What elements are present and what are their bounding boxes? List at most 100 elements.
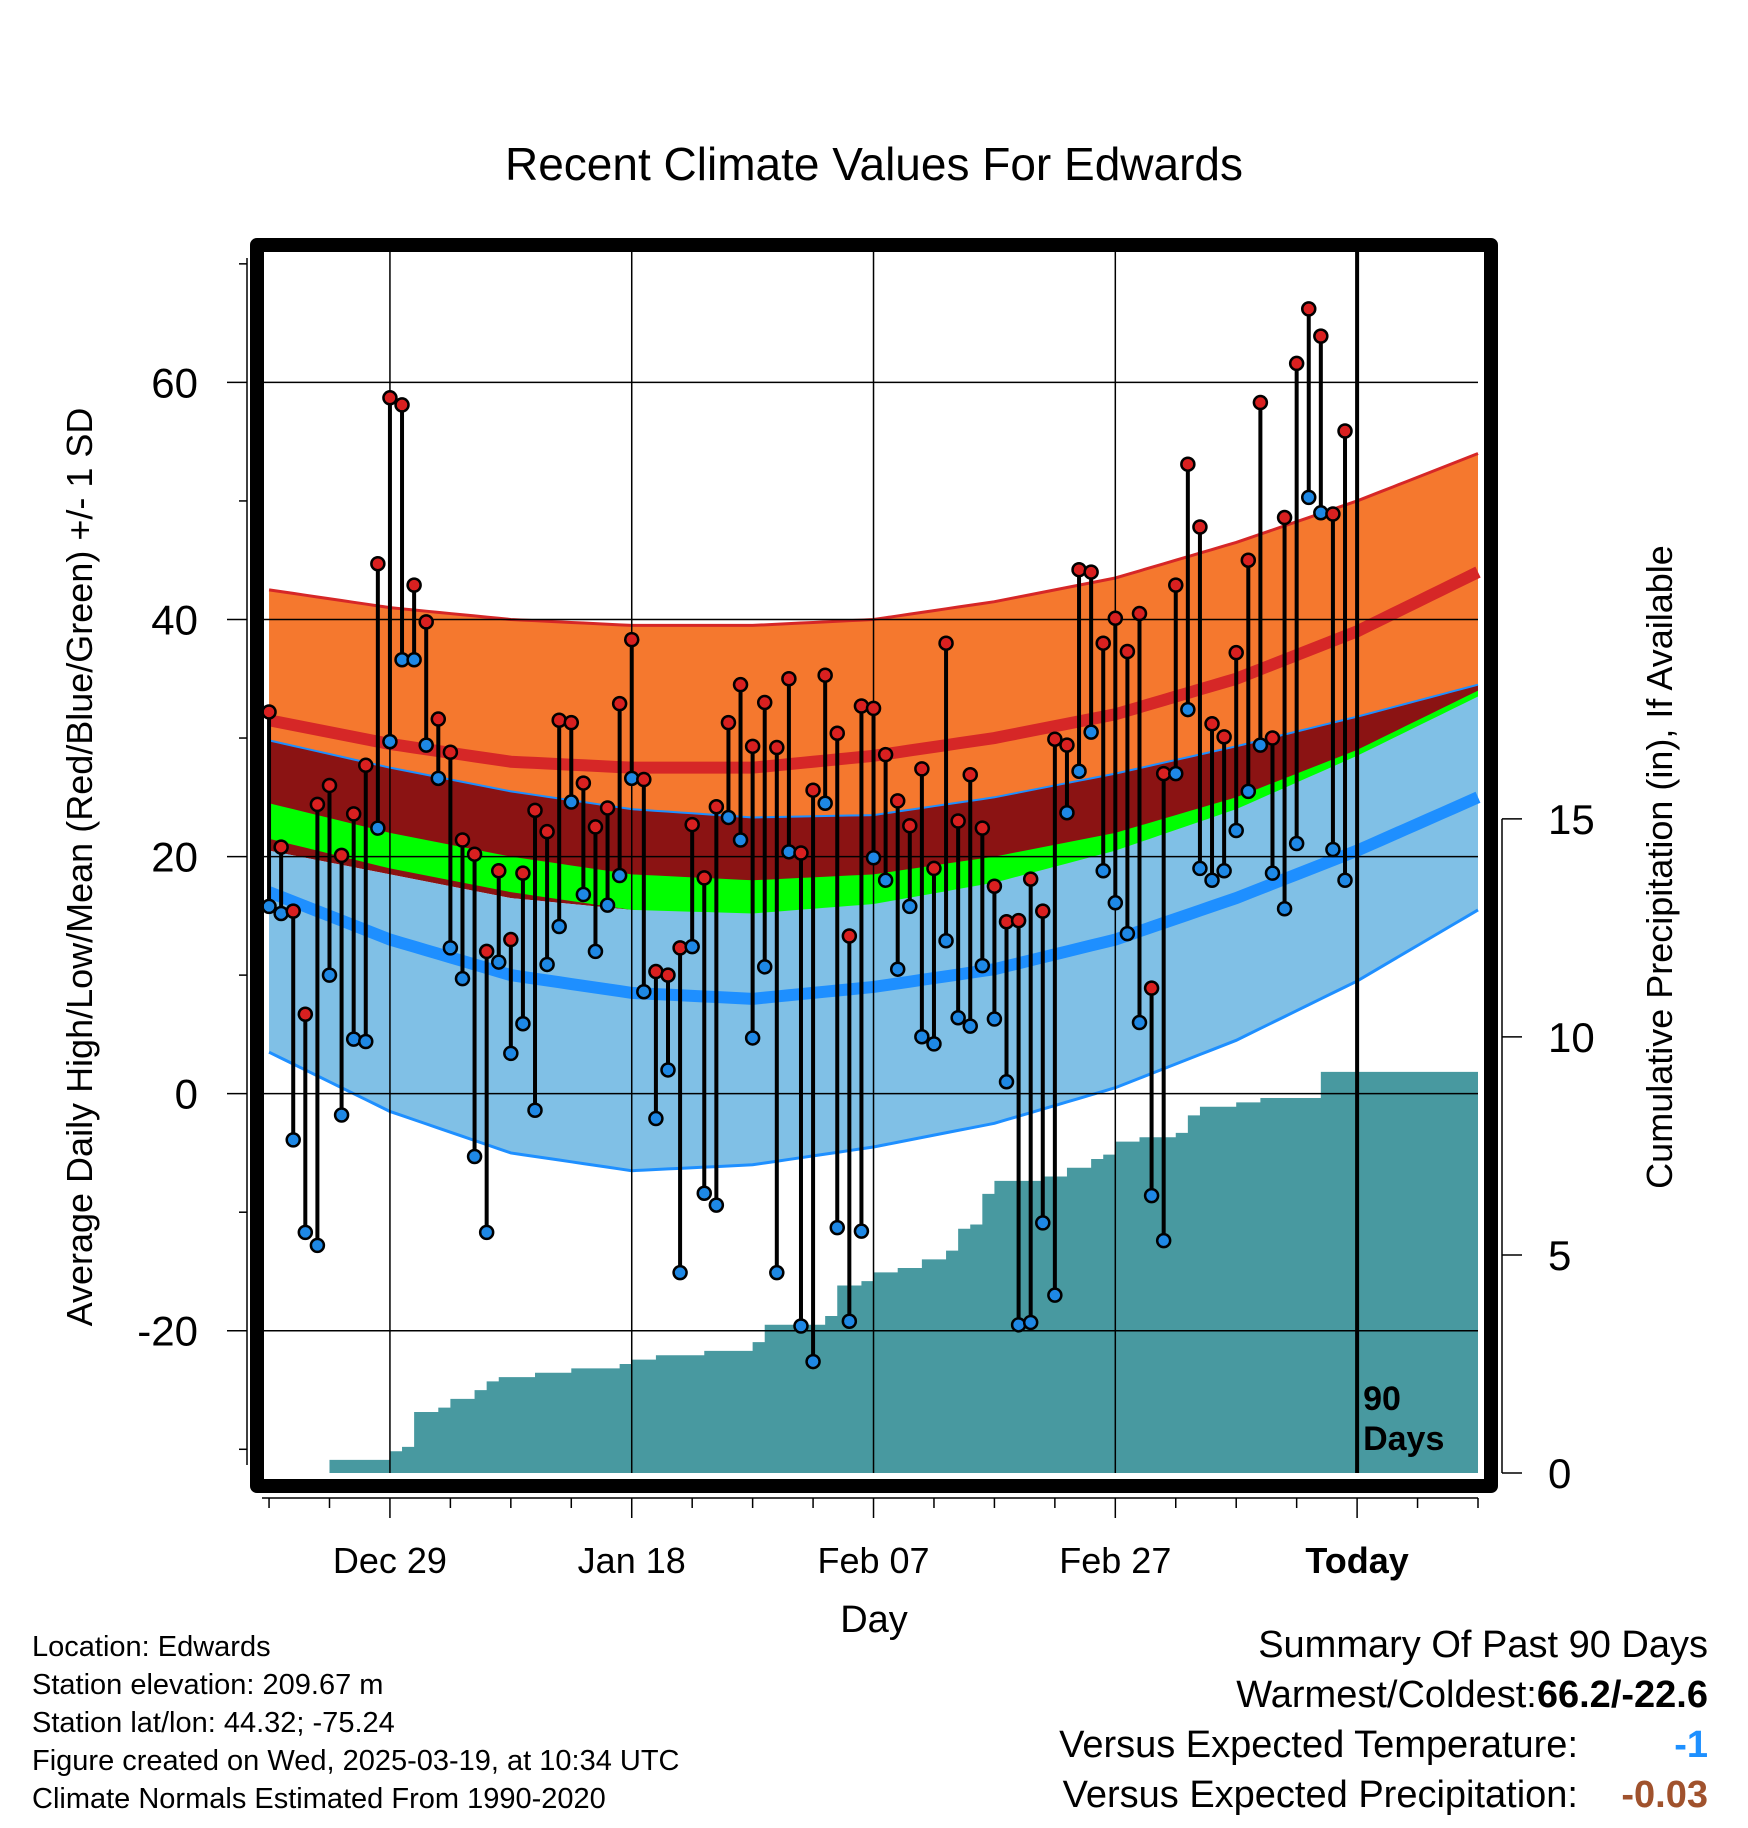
obs-high-42 xyxy=(769,739,785,756)
obs-low-24 xyxy=(551,918,567,935)
obs-high-88 xyxy=(1325,506,1341,522)
obs-low-63 xyxy=(1022,1314,1039,1331)
obs-low-21 xyxy=(515,1015,531,1032)
obs-high-35 xyxy=(684,816,700,833)
obs-low-9 xyxy=(370,820,386,836)
obs-low-54 xyxy=(914,1029,930,1045)
summary-temp-row: Versus Expected Temperature: -1 xyxy=(1059,1720,1708,1770)
y-tick-label-right-0: 0 xyxy=(1548,1450,1571,1497)
info-latlon: Station lat/lon: 44.32; -75.24 xyxy=(32,1707,395,1739)
obs-low-48 xyxy=(841,1313,858,1330)
obs-high-23 xyxy=(539,823,555,840)
obs-low-83 xyxy=(1264,865,1281,881)
obs-low-77 xyxy=(1192,860,1208,877)
obs-high-76 xyxy=(1180,456,1196,472)
obs-low-2 xyxy=(285,1132,301,1148)
obs-low-25 xyxy=(563,794,580,810)
obs-low-1 xyxy=(273,905,289,922)
x-tick-label-1: Jan 18 xyxy=(578,1540,686,1581)
obs-low-82 xyxy=(1252,737,1269,753)
x-tick-label-3: Feb 27 xyxy=(1059,1540,1171,1581)
obs-low-29 xyxy=(611,867,628,884)
obs-low-74 xyxy=(1155,1232,1172,1249)
obs-high-24 xyxy=(551,712,567,728)
obs-low-42 xyxy=(769,1264,785,1281)
obs-low-23 xyxy=(539,956,555,973)
obs-low-71 xyxy=(1119,925,1136,942)
temp-value: -1 xyxy=(1674,1724,1708,1766)
obs-high-67 xyxy=(1071,561,1087,578)
today-days-label-1: 90 xyxy=(1363,1380,1401,1418)
obs-high-81 xyxy=(1240,552,1257,568)
obs-low-72 xyxy=(1131,1014,1148,1031)
obs-low-66 xyxy=(1059,804,1075,821)
obs-low-3 xyxy=(297,1224,314,1241)
obs-low-53 xyxy=(902,898,918,915)
obs-high-56 xyxy=(938,635,954,651)
obs-high-75 xyxy=(1168,577,1184,593)
obs-low-4 xyxy=(309,1237,326,1254)
x-tick-label-0: Dec 29 xyxy=(333,1540,447,1581)
obs-high-82 xyxy=(1252,394,1269,411)
obs-high-45 xyxy=(805,782,821,798)
obs-low-84 xyxy=(1276,900,1293,917)
obs-high-60 xyxy=(986,878,1003,894)
x-axis-label: Day xyxy=(840,1599,908,1641)
obs-high-86 xyxy=(1300,301,1317,317)
obs-high-43 xyxy=(781,671,797,687)
obs-high-51 xyxy=(877,746,894,763)
obs-high-15 xyxy=(442,744,459,761)
obs-high-58 xyxy=(962,767,978,783)
obs-high-66 xyxy=(1059,737,1075,753)
obs-low-8 xyxy=(358,1033,374,1050)
obs-low-57 xyxy=(950,1010,966,1026)
obs-high-73 xyxy=(1143,980,1160,996)
y-tick-label-right-3: 15 xyxy=(1548,796,1595,843)
obs-low-50 xyxy=(865,850,882,866)
obs-high-10 xyxy=(382,390,398,406)
obs-high-47 xyxy=(829,725,846,742)
obs-high-40 xyxy=(744,738,761,755)
obs-low-89 xyxy=(1337,872,1353,889)
obs-high-1 xyxy=(273,839,289,855)
y-axis-label-right: Cumulative Precipitation (in), If Availa… xyxy=(1639,545,1680,1189)
obs-low-75 xyxy=(1168,765,1184,782)
precip-area xyxy=(269,1071,1478,1473)
obs-high-16 xyxy=(454,832,471,848)
obs-high-57 xyxy=(950,813,966,829)
obs-high-17 xyxy=(466,846,483,862)
mean-sd-band xyxy=(269,684,1478,913)
obs-low-12 xyxy=(406,652,422,668)
obs-high-50 xyxy=(865,700,882,717)
obs-high-78 xyxy=(1204,716,1220,732)
info-normals: Climate Normals Estimated From 1990-2020 xyxy=(32,1783,606,1815)
obs-low-59 xyxy=(974,957,991,974)
obs-high-36 xyxy=(696,870,713,886)
obs-high-20 xyxy=(503,931,519,948)
obs-low-51 xyxy=(877,872,894,889)
y-tick-label-left-1: 0 xyxy=(175,1071,198,1118)
obs-high-52 xyxy=(889,793,906,809)
obs-high-26 xyxy=(575,775,592,791)
obs-low-10 xyxy=(382,733,398,750)
info-location: Location: Edwards xyxy=(32,1631,271,1663)
obs-high-7 xyxy=(345,806,362,822)
obs-low-39 xyxy=(732,832,749,848)
obs-low-56 xyxy=(938,932,954,949)
obs-low-88 xyxy=(1325,841,1341,858)
obs-high-9 xyxy=(370,556,386,572)
obs-high-38 xyxy=(720,714,737,731)
obs-low-36 xyxy=(696,1185,713,1201)
obs-high-5 xyxy=(321,777,338,794)
precipitation-area xyxy=(269,1071,1478,1473)
obs-low-41 xyxy=(756,959,773,975)
obs-high-25 xyxy=(563,714,580,731)
obs-high-2 xyxy=(285,903,301,919)
obs-high-69 xyxy=(1095,635,1111,651)
obs-low-20 xyxy=(503,1045,519,1062)
obs-low-76 xyxy=(1180,701,1196,718)
obs-low-52 xyxy=(889,961,906,977)
y-tick-label-left-4: 60 xyxy=(151,359,198,406)
obs-low-86 xyxy=(1300,489,1317,506)
